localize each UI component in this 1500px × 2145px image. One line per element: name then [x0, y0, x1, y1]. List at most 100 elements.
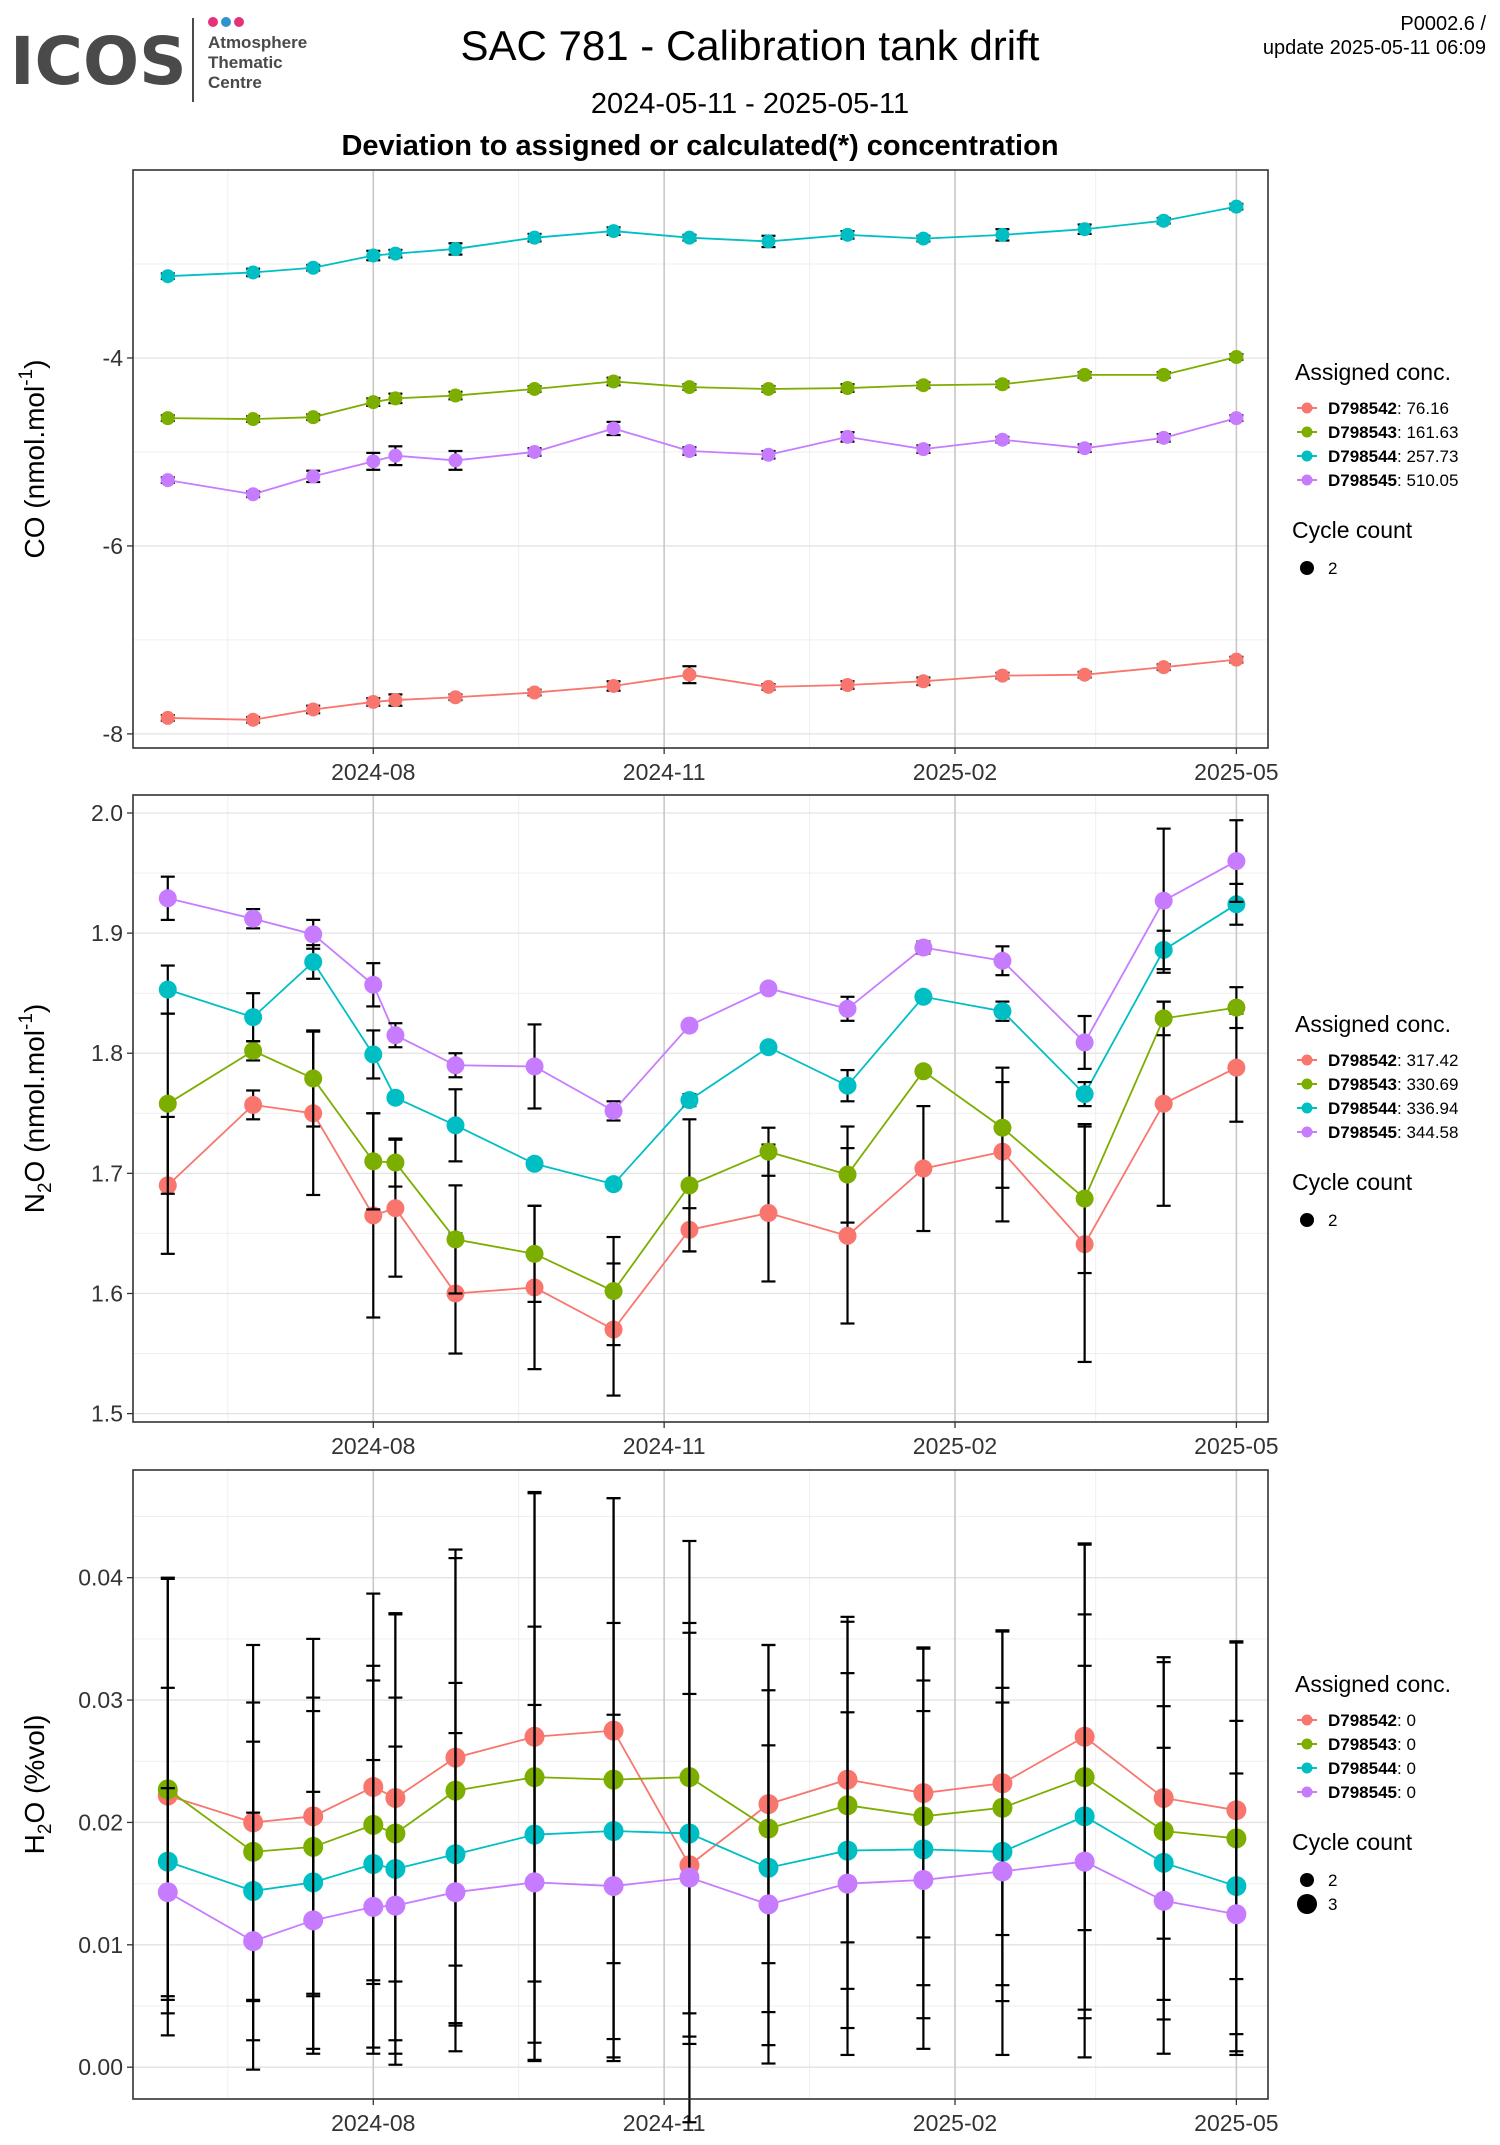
data-point: [525, 1057, 544, 1076]
data-point: [446, 1230, 465, 1249]
legend-entry-value: : 0: [1397, 1711, 1416, 1730]
series-line: [167, 417, 1237, 496]
data-point: [992, 1861, 1013, 1882]
legend-key-point: [1301, 426, 1313, 438]
data-point: [304, 925, 323, 944]
series-D798544: [158, 882, 1246, 1194]
data-point: [993, 951, 1012, 970]
data-point: [914, 1159, 933, 1178]
data-point: [1227, 895, 1246, 914]
data-point: [446, 1116, 465, 1135]
data-point: [1075, 1085, 1094, 1104]
data-point: [916, 231, 931, 246]
data-point: [916, 442, 931, 457]
x-tick-label: 2025-05: [1194, 759, 1278, 785]
series-line: [167, 1066, 1237, 1331]
legend-entry: D798542: 317.42: [1328, 1051, 1458, 1070]
legend-key-point: [1301, 1762, 1313, 1774]
logo-sub-line: Thematic: [208, 53, 283, 72]
legend-entry: D798543: 161.63: [1328, 423, 1458, 442]
version-label: P0002.6 /: [1400, 13, 1486, 35]
series-D798544: [160, 199, 1244, 284]
data-point: [840, 381, 855, 396]
data-point: [158, 980, 177, 999]
data-point: [386, 1088, 405, 1107]
legend-key-point: [1301, 402, 1313, 414]
legend-entry-id: D798542: [1328, 1711, 1397, 1730]
legend-entry: D798545: 510.05: [1328, 471, 1458, 490]
version-info: P0002.6 / update 2025-05-11 06:09: [1263, 12, 1486, 60]
legend-key-point: [1301, 1738, 1313, 1750]
data-point: [385, 1895, 406, 1916]
data-point: [246, 412, 261, 427]
legend-entry-value: : 317.42: [1397, 1051, 1458, 1070]
data-point: [916, 378, 931, 393]
y-tick-label: -8: [103, 721, 123, 747]
data-point: [244, 1095, 263, 1114]
data-point: [160, 411, 175, 426]
data-point: [306, 410, 321, 425]
legend-entry: D798544: 0: [1328, 1759, 1416, 1778]
data-point: [158, 889, 177, 908]
legend-entry-value: : 161.63: [1397, 423, 1458, 442]
data-point: [1226, 1904, 1247, 1925]
data-point: [246, 265, 261, 280]
data-point: [1156, 430, 1171, 445]
data-point: [388, 448, 403, 463]
series-line: [167, 1776, 1237, 1853]
data-point: [1229, 199, 1244, 214]
series-D798543: [158, 986, 1246, 1347]
chart-subtitle: Deviation to assigned or calculated(*) c…: [341, 130, 1059, 162]
y-tick-label: 1.8: [91, 1040, 123, 1066]
data-point: [1154, 1009, 1173, 1028]
x-tick-label: 2025-02: [913, 2110, 997, 2136]
data-point: [388, 693, 403, 708]
data-point: [840, 429, 855, 444]
data-point: [446, 1056, 465, 1075]
legend-entry-value: : 0: [1397, 1759, 1416, 1778]
data-point: [386, 1199, 405, 1218]
chart-panel-2: 1.5 1.6 1.7 1.8 1.9 2.0 2024-08 2024-11 2025-02 2…: [16, 794, 1458, 1459]
data-point: [680, 1091, 699, 1110]
data-point: [606, 421, 621, 436]
data-point: [246, 712, 261, 727]
data-point: [916, 674, 931, 689]
legend-key-point: [1301, 474, 1313, 486]
x-tick-label: 2024-08: [331, 2110, 415, 2136]
data-point: [604, 1282, 623, 1301]
legend-key-point: [1301, 1714, 1313, 1726]
plot-background: [133, 795, 1268, 1422]
x-tick-label: 2025-05: [1194, 2110, 1278, 2136]
data-point: [1156, 367, 1171, 382]
x-tick-label: 2025-05: [1194, 1433, 1278, 1459]
data-point: [995, 227, 1010, 242]
data-point: [448, 388, 463, 403]
series-line: [167, 658, 1237, 721]
series-line: [167, 1006, 1237, 1293]
data-point: [1077, 667, 1092, 682]
legend-entry-id: D798542: [1328, 399, 1397, 418]
series-line: [167, 356, 1237, 420]
data-point: [160, 473, 175, 488]
data-point: [1156, 213, 1171, 228]
x-tick-label: 2024-08: [331, 1433, 415, 1459]
data-point: [1154, 891, 1173, 910]
x-tick-label: 2025-02: [913, 759, 997, 785]
data-point: [995, 668, 1010, 683]
legend-entry-id: D798542: [1328, 1051, 1397, 1070]
data-point: [1077, 441, 1092, 456]
y-tick-label: 1.9: [91, 920, 123, 946]
size-legend-label: 3: [1328, 1895, 1337, 1914]
legend-entry-value: : 344.58: [1397, 1123, 1458, 1142]
legend-entry-value: : 0: [1397, 1735, 1416, 1754]
series-line: [167, 205, 1237, 278]
y-tick-label: 0.03: [78, 1687, 123, 1713]
legend-title: Assigned conc.: [1295, 1671, 1451, 1697]
data-point: [838, 1076, 857, 1095]
data-point: [1154, 1094, 1173, 1113]
data-point: [527, 230, 542, 245]
panel-border: [132, 169, 1269, 749]
data-point: [525, 1154, 544, 1173]
legend-entry: D798543: 0: [1328, 1735, 1416, 1754]
